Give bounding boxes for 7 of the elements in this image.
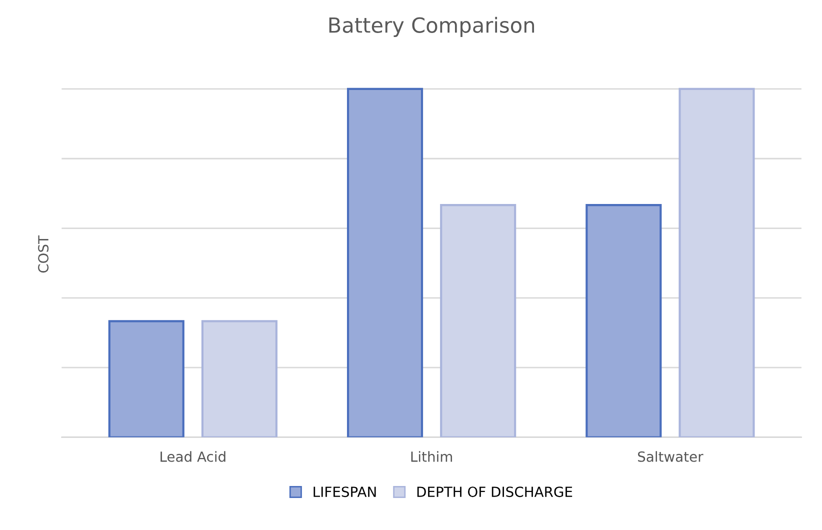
x-tick-label: Saltwater — [638, 451, 704, 462]
x-tick-label: Lead Acid — [160, 451, 226, 462]
legend-label: LIFESPAN — [314, 486, 376, 498]
legend-label: DEPTH OF DISCHARGE — [417, 486, 572, 498]
x-tick-label: Lithim — [411, 451, 452, 462]
y-axis-title: COST — [38, 235, 49, 273]
chart-title: Battery Comparison — [329, 16, 534, 37]
